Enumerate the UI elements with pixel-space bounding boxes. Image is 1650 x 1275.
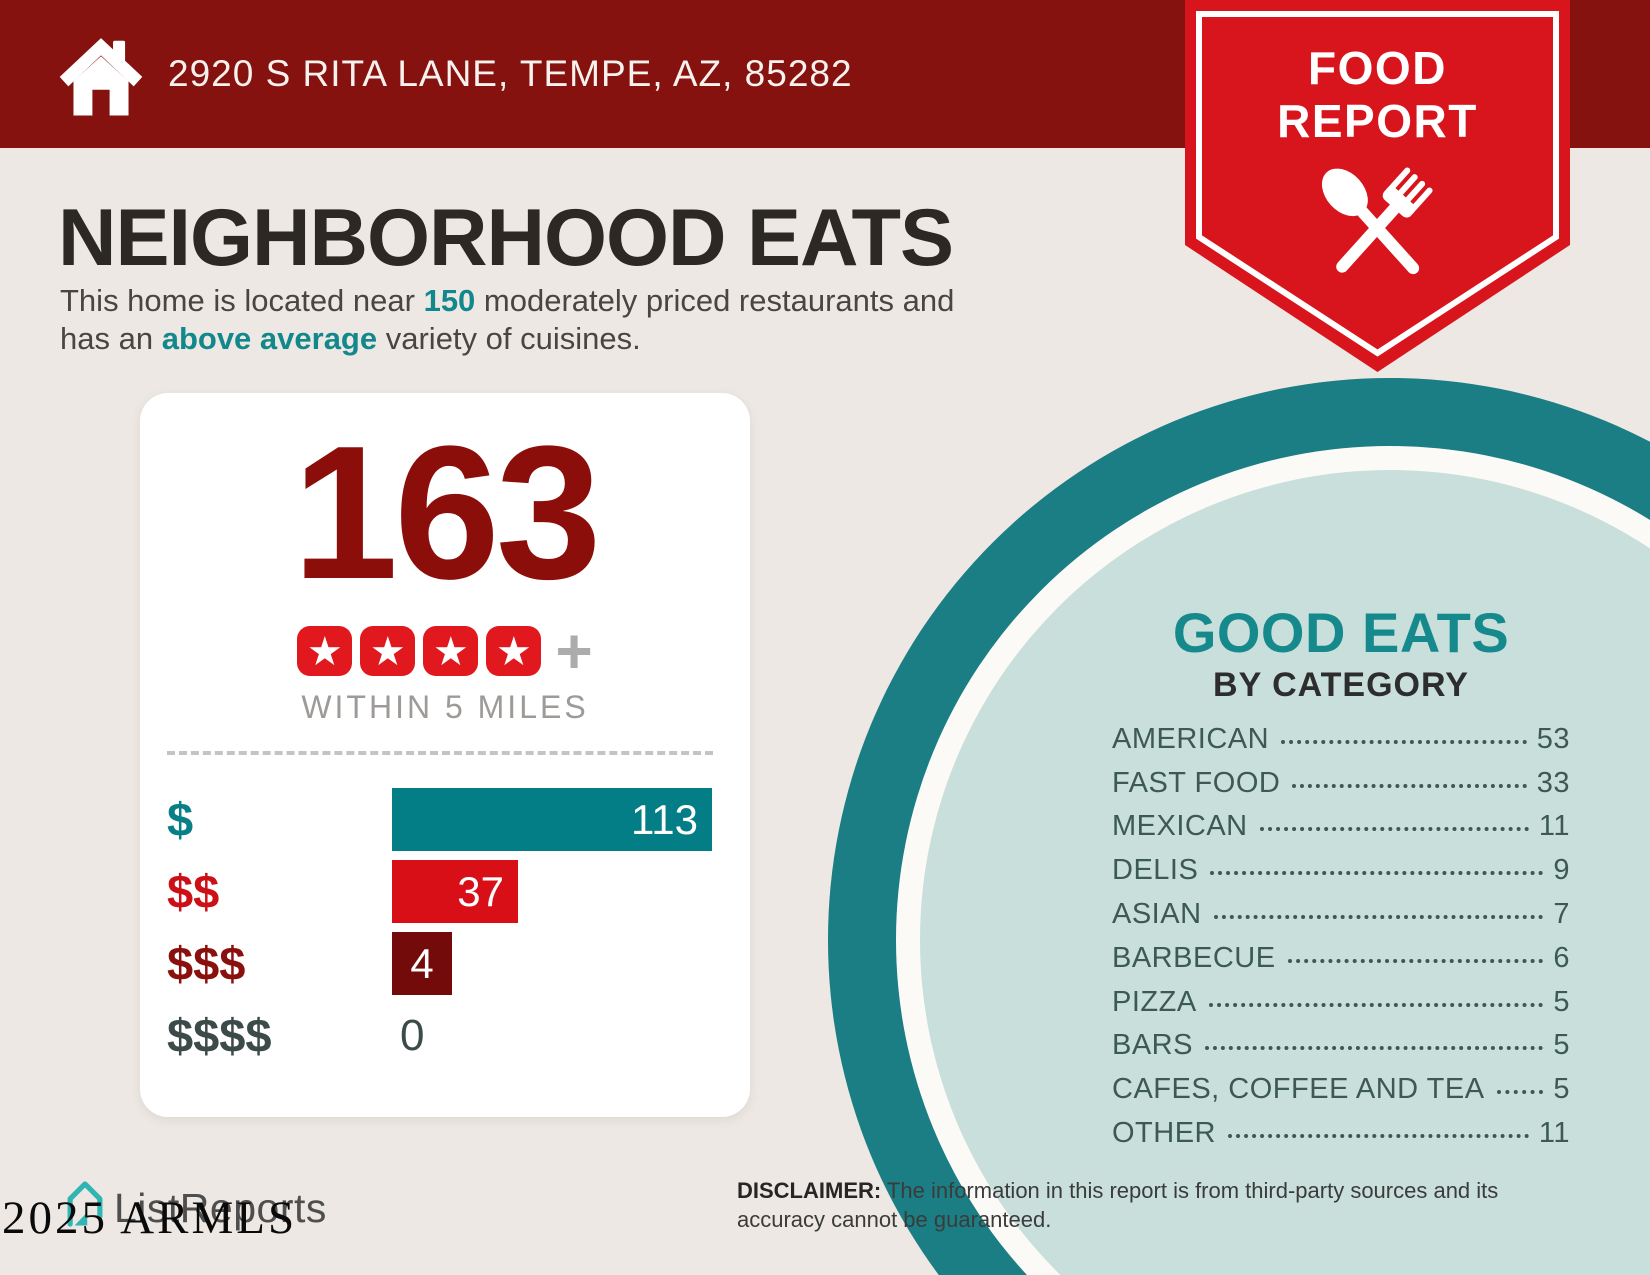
category-count: 5 (1553, 985, 1570, 1018)
dotted-leader (1292, 783, 1527, 788)
listreports-logo-text: ListReports (114, 1185, 327, 1231)
price-tier-value: 4 (410, 940, 434, 987)
price-tier-label: $$$$ (167, 1009, 272, 1062)
price-tier-bar: 113 (392, 788, 712, 851)
spoon-fork-icon (1321, 167, 1433, 275)
listreports-house-icon (67, 1181, 103, 1227)
category-row: AMERICAN 53 (1112, 712, 1570, 756)
price-tier-label: $$$ (167, 937, 246, 990)
restaurant-count: 150 (423, 283, 476, 318)
category-row: OTHER 11 (1112, 1106, 1570, 1150)
rating-stars: ★ ★ ★ ★ + (140, 615, 750, 687)
property-address: 2920 S RITA LANE, TEMPE, AZ, 85282 (168, 53, 853, 94)
category-row: BARS 5 (1112, 1019, 1570, 1063)
category-count: 5 (1553, 1073, 1570, 1106)
category-label: OTHER (1112, 1116, 1216, 1149)
listreports-logo: ListReports (62, 1178, 327, 1230)
price-tier-value: 113 (631, 796, 698, 843)
dotted-leader (1496, 1090, 1544, 1095)
price-tier-label: $ (167, 793, 194, 846)
dotted-leader (1213, 914, 1544, 919)
category-row: ASIAN 7 (1112, 887, 1570, 931)
category-label: AMERICAN (1112, 722, 1270, 755)
category-count: 33 (1536, 766, 1570, 799)
total-restaurants: 163 (292, 407, 601, 619)
restaurant-stats-card: 163 ★ ★ ★ ★ + WITHIN 5 MILES $113 $$ 37 $$$ 4 $$$… (140, 393, 750, 1117)
dotted-leader (1204, 1046, 1544, 1051)
dotted-leader (1259, 827, 1529, 832)
category-count: 11 (1538, 1116, 1570, 1149)
dashed-divider (167, 751, 713, 755)
home-icon (59, 38, 143, 116)
category-count: 9 (1553, 854, 1570, 887)
ribbon-title-line2: REPORT (1277, 95, 1478, 147)
good-eats-list: AMERICAN 53 FAST FOOD 33 MEXICAN 11 DELIS 9 ASIA… (1112, 712, 1570, 1150)
category-count: 6 (1553, 941, 1570, 974)
armls-watermark: 2025 ARMLS (2, 1192, 298, 1244)
ribbon-title-line1: FOOD (1308, 42, 1447, 94)
subtitle: This home is located near 150 moderately… (60, 283, 955, 356)
dotted-leader (1287, 958, 1544, 963)
price-tier-bar: 4 (392, 932, 452, 995)
price-tier-row: $$$$ 0 (140, 1004, 750, 1067)
good-eats-title: GOOD EATS (1172, 601, 1510, 664)
price-tier-bar: 37 (392, 860, 518, 923)
category-label: MEXICAN (1112, 810, 1248, 843)
plus-icon: + (555, 615, 593, 687)
star-badge-icon: ★ (360, 626, 416, 676)
price-tier-label: $$ (167, 865, 220, 918)
price-tier-row: $113 (140, 788, 750, 851)
radius-note: WITHIN 5 MILES (301, 689, 589, 725)
disclaimer: DISCLAIMER: The information in this repo… (737, 1178, 1499, 1232)
category-row: FAST FOOD 33 (1112, 756, 1570, 800)
price-tier-value: 0 (400, 1011, 425, 1060)
good-eats-subtitle: BY CATEGORY (1213, 666, 1469, 704)
price-tier-value: 37 (457, 868, 504, 915)
subtitle-text: This home is located near (60, 283, 424, 318)
category-count: 7 (1553, 897, 1570, 930)
category-label: ASIAN (1112, 897, 1202, 930)
category-label: DELIS (1112, 854, 1199, 887)
category-label: PIZZA (1112, 985, 1197, 1018)
star-badge-icon: ★ (486, 626, 542, 676)
category-label: FAST FOOD (1112, 766, 1281, 799)
category-label: BARBECUE (1112, 941, 1276, 974)
price-tier-row: $$$ 4 (140, 932, 750, 995)
star-badge-icon: ★ (297, 626, 353, 676)
category-row: CAFES, COFFEE AND TEA 5 (1112, 1062, 1570, 1106)
dotted-leader (1228, 1133, 1529, 1138)
dotted-leader (1208, 1002, 1544, 1007)
category-label: BARS (1112, 1029, 1193, 1062)
category-count: 11 (1538, 810, 1570, 843)
price-bars: $113 $$ 37 $$$ 4 $$$$ 0 (140, 788, 750, 1076)
category-row: BARBECUE 6 (1112, 931, 1570, 975)
ribbon-title: FOOD REPORT (1185, 42, 1570, 148)
category-row: MEXICAN 11 (1112, 800, 1570, 844)
category-label: CAFES, COFFEE AND TEA (1112, 1073, 1485, 1106)
dotted-leader (1210, 871, 1544, 876)
category-count: 5 (1553, 1029, 1570, 1062)
food-report-ribbon (1185, 0, 1570, 372)
disclaimer-label: DISCLAIMER: (737, 1178, 882, 1203)
price-tier-row: $$ 37 (140, 860, 750, 923)
dotted-leader (1281, 739, 1527, 744)
category-row: DELIS 9 (1112, 843, 1570, 887)
category-count: 53 (1536, 722, 1570, 755)
star-badge-icon: ★ (423, 626, 479, 676)
category-row: PIZZA 5 (1112, 975, 1570, 1019)
variety-highlight: above average (161, 321, 378, 356)
page-title: NEIGHBORHOOD EATS (58, 193, 954, 283)
